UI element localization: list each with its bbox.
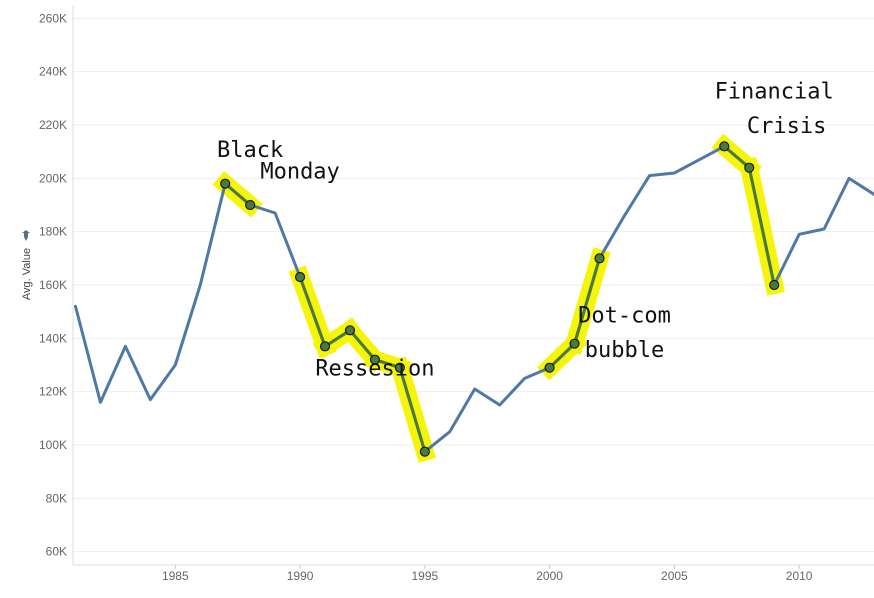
annotation-text: Ressesion (315, 357, 434, 382)
highlighted-markers (220, 141, 780, 457)
data-point-marker[interactable] (294, 271, 306, 283)
data-point-marker[interactable] (344, 325, 356, 336)
highlight-segment (548, 342, 577, 370)
highlight-segment (348, 328, 377, 362)
highlight-segment (298, 275, 327, 348)
data-point-marker[interactable] (419, 446, 430, 457)
annotation-text: bubble (585, 338, 664, 363)
y-tick-label: 260K (39, 11, 67, 25)
x-tick-label: 2000 (536, 569, 563, 583)
y-tick-label: 120K (39, 385, 67, 399)
data-point-marker[interactable] (394, 362, 405, 373)
highlight-segment (722, 144, 751, 170)
y-tick-label: 220K (39, 118, 67, 132)
y-axis-title-text: Avg. Value (21, 248, 33, 300)
y-tick-label: 240K (39, 65, 67, 79)
data-point-marker[interactable] (744, 162, 755, 173)
data-point-marker[interactable] (369, 354, 381, 365)
data-point-marker[interactable] (569, 338, 580, 349)
y-tick-label: 140K (39, 331, 67, 345)
y-tick-label: 180K (39, 225, 67, 239)
annotation-text: Financial (715, 79, 834, 104)
data-point-marker[interactable] (245, 199, 256, 211)
annotation-text: Black (217, 138, 283, 163)
pin-icon (22, 230, 30, 241)
x-tick-label: 2010 (786, 569, 813, 583)
data-point-marker[interactable] (544, 362, 555, 373)
y-tick-label: 80K (46, 491, 67, 505)
annotation-text: Crisis (747, 114, 826, 139)
data-point-marker[interactable] (769, 279, 780, 291)
data-point-marker[interactable] (319, 341, 331, 352)
y-tick-label: 100K (39, 438, 67, 452)
highlight-segment (223, 182, 252, 207)
y-tick-label: 160K (39, 278, 67, 292)
y-axis-title: Avg. Value (21, 230, 33, 300)
highlight-segment (573, 256, 602, 346)
series-lines (73, 144, 874, 454)
data-point-marker[interactable] (220, 178, 231, 189)
x-tick-label: 1985 (162, 569, 189, 583)
highlight-segment (398, 366, 427, 454)
x-tick-label: 1995 (411, 569, 438, 583)
annotation-text: Dot-com (578, 303, 671, 328)
axes: 60K 80K 100K 120K 140K 160K 180K 200K 220K 240K 26… (39, 5, 874, 583)
x-tick-label: 1990 (287, 569, 314, 583)
y-tick-label: 200K (39, 171, 67, 185)
x-tick-label: 2005 (661, 569, 688, 583)
grid-lines (73, 17, 874, 553)
data-point-marker[interactable] (594, 253, 605, 264)
annotation-text: Monday (260, 159, 339, 184)
y-tick-label: 60K (46, 545, 67, 559)
data-point-marker[interactable] (719, 141, 730, 152)
highlight-segment (747, 166, 776, 287)
